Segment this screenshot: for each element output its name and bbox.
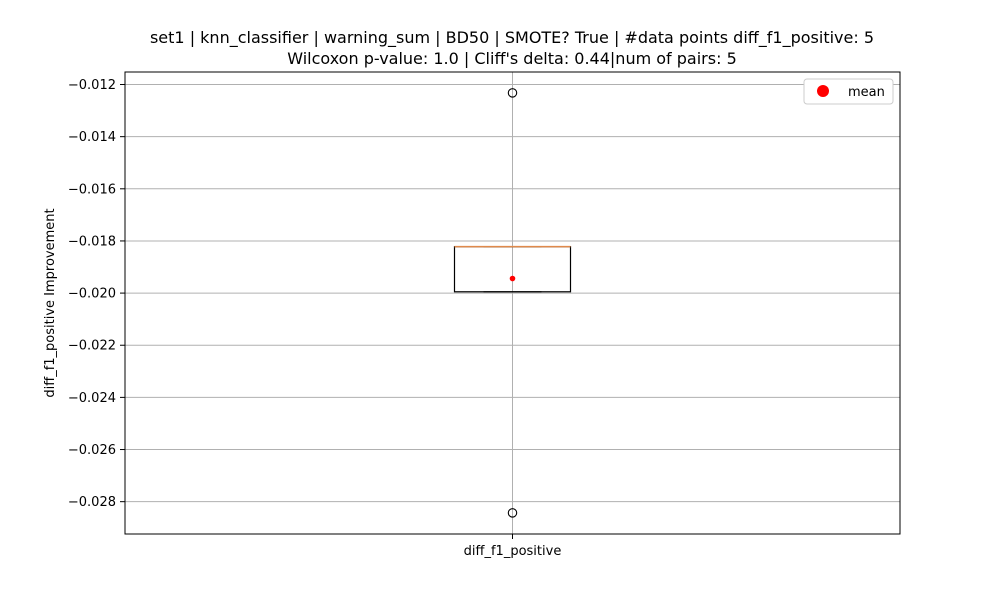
y-tick-label: −0.012 [68, 78, 116, 93]
legend-mean-marker [817, 85, 829, 97]
legend-mean-label: mean [848, 85, 885, 100]
y-axis: −0.012 −0.014 −0.016 −0.018 −0.020 −0.022 −0.0… [68, 78, 125, 510]
y-tick-label: −0.016 [68, 182, 116, 197]
chart-title: set1 | knn_classifier | warning_sum | BD… [150, 28, 874, 48]
y-tick-label: −0.028 [68, 495, 116, 510]
y-axis-label: diff_f1_positive Improvement [43, 208, 58, 397]
outlier-point [507, 508, 518, 518]
chart-subtitle: Wilcoxon p-value: 1.0 | Cliff's delta: 0… [287, 49, 737, 68]
legend: mean [803, 78, 894, 105]
grid-lines [125, 72, 900, 534]
legend-frame [803, 78, 894, 105]
outlier-point [507, 88, 518, 98]
x-axis: diff_f1_positive [464, 534, 562, 559]
y-tick-label: −0.022 [68, 339, 116, 354]
y-tick-label: −0.026 [68, 443, 116, 458]
y-tick-label: −0.018 [68, 234, 116, 249]
y-tick-label: −0.024 [68, 391, 116, 406]
plot-area [453, 88, 572, 518]
y-tick-label: −0.020 [68, 287, 116, 302]
x-tick-label: diff_f1_positive [464, 544, 562, 559]
mean-marker [509, 275, 516, 282]
y-tick-label: −0.014 [68, 130, 116, 145]
